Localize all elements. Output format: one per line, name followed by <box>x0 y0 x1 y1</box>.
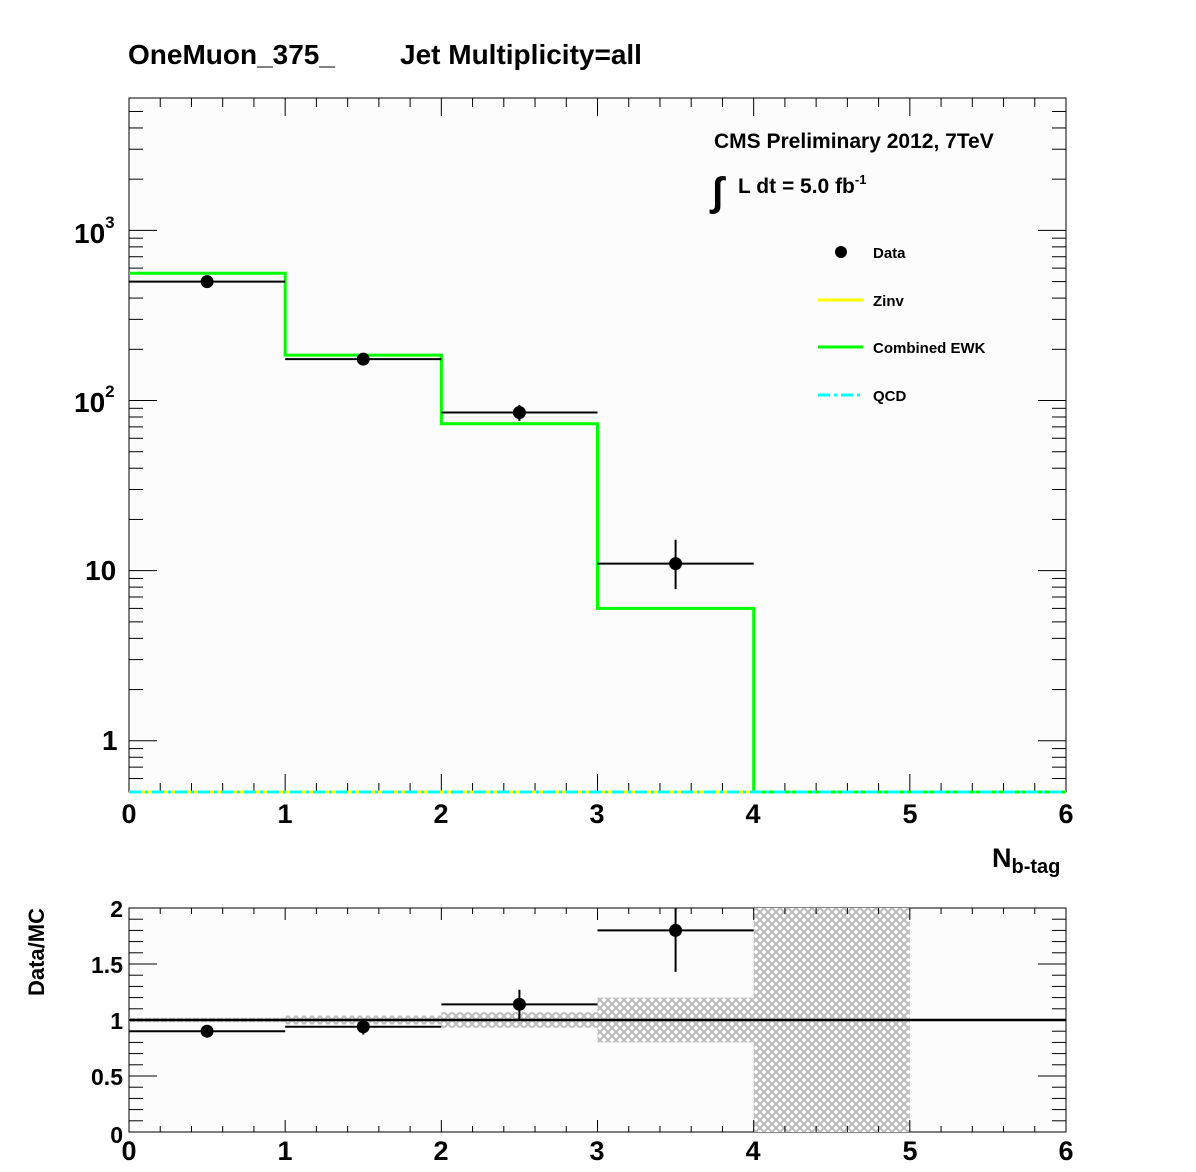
main-x-tick-label: 2 <box>433 799 448 829</box>
ratio-axis-ticks <box>128 907 1067 1133</box>
ratio-x-tick-labels: 0 1 2 3 4 5 6 <box>121 1136 1073 1166</box>
lumi-label: L dt = 5.0 fb-1 <box>738 172 866 198</box>
main-x-tick-label: 3 <box>589 799 604 829</box>
ratio-x-tick-label: 4 <box>745 1136 760 1166</box>
legend-marker-data <box>835 246 847 258</box>
ratio-x-tick-label: 0 <box>121 1136 136 1166</box>
y-tick-label: 1 <box>102 725 118 756</box>
main-x-tick-label: 4 <box>745 799 760 829</box>
main-plot-content <box>129 271 1066 794</box>
ratio-y-tick-label: 1.5 <box>91 952 123 978</box>
integral-symbol: ∫ <box>709 170 726 214</box>
ratio-point <box>200 1024 214 1038</box>
ratio-point <box>356 1020 370 1034</box>
ratio-y-axis-title: Data/MC <box>24 908 49 996</box>
data-point <box>356 352 370 366</box>
legend: Data Zinv Combined EWK QCD <box>818 245 986 405</box>
y-tick-label: 10 <box>85 555 116 586</box>
legend-label: Data <box>873 245 906 262</box>
data-point <box>512 406 526 420</box>
y-tick-label: 103 <box>74 213 115 249</box>
ratio-y-tick-label: 0 <box>110 1122 123 1148</box>
ratio-point <box>669 923 683 937</box>
cms-label: CMS Preliminary 2012, 7TeV <box>714 130 994 153</box>
title-left: OneMuon_375_ <box>128 39 335 70</box>
ratio-y-tick-label: 1 <box>110 1008 123 1034</box>
main-x-tick-label: 1 <box>277 799 292 829</box>
main-x-tick-label: 6 <box>1058 799 1073 829</box>
y-tick-label: 102 <box>74 382 115 418</box>
ratio-x-tick-label: 1 <box>277 1136 292 1166</box>
ratio-x-tick-label: 2 <box>433 1136 448 1166</box>
ratio-plot-content <box>129 908 1066 1132</box>
ratio-x-tick-label: 6 <box>1058 1136 1073 1166</box>
ratio-x-tick-label: 3 <box>589 1136 604 1166</box>
data-point <box>200 275 214 289</box>
main-x-tick-label: 5 <box>902 799 917 829</box>
legend-label: Zinv <box>873 293 904 310</box>
main-x-tick-label: 0 <box>121 799 136 829</box>
legend-label: QCD <box>873 388 907 405</box>
ratio-y-tick-labels: 0 0.5 1 1.5 2 <box>91 896 123 1148</box>
title-right: Jet Multiplicity=all <box>400 39 642 70</box>
main-y-tick-labels: 103 102 10 1 <box>74 213 118 756</box>
data-point <box>669 557 683 571</box>
main-x-tick-labels: 0 1 2 3 4 5 6 <box>121 799 1073 829</box>
ratio-y-tick-label: 2 <box>110 896 123 922</box>
x-axis-title: Nb-tag <box>992 843 1060 878</box>
ratio-point <box>512 997 526 1011</box>
ratio-x-tick-label: 5 <box>902 1136 917 1166</box>
legend-label: Combined EWK <box>873 340 986 357</box>
ratio-y-tick-label: 0.5 <box>91 1064 123 1090</box>
